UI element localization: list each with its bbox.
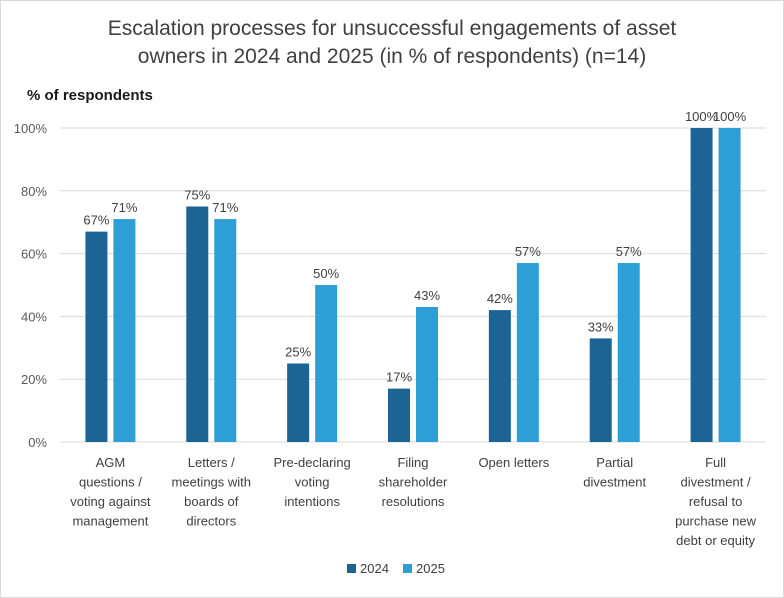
data-label: 71% bbox=[212, 200, 238, 215]
bar-2025 bbox=[214, 219, 237, 442]
legend-label: 2025 bbox=[416, 561, 445, 576]
bar-2025 bbox=[617, 263, 640, 442]
data-label: 67% bbox=[83, 213, 109, 228]
bar-2025 bbox=[416, 306, 438, 442]
bar-2025 bbox=[516, 263, 539, 442]
data-label: 75% bbox=[184, 188, 210, 203]
data-label: 17% bbox=[386, 370, 412, 385]
y-axis-label: % of respondents bbox=[27, 87, 153, 104]
y-tick-label: 40% bbox=[21, 309, 47, 324]
data-label: 100% bbox=[713, 109, 747, 124]
data-label: 57% bbox=[616, 244, 642, 259]
category-label: AGM questions / voting against management bbox=[70, 455, 151, 529]
category-label: Open letters bbox=[478, 455, 549, 470]
legend-swatch-2025 bbox=[403, 564, 412, 573]
bar-2024 bbox=[488, 310, 511, 442]
category-label: Pre-declaring voting intentions bbox=[273, 455, 350, 509]
data-label: 43% bbox=[414, 288, 440, 303]
bar-2024 bbox=[690, 128, 713, 442]
data-label: 25% bbox=[285, 345, 311, 360]
bar-2025 bbox=[315, 285, 338, 442]
category-label: Letters / meetings with boards of directors bbox=[172, 455, 251, 529]
chart-title: Escalation processes for unsuccessful en… bbox=[40, 15, 744, 71]
legend-swatch-2024 bbox=[347, 564, 356, 573]
data-label: 57% bbox=[515, 244, 541, 259]
chart-title-line-2: owners in 2024 and 2025 (in % of respond… bbox=[137, 45, 647, 68]
data-label: 42% bbox=[487, 291, 513, 306]
y-tick-label: 80% bbox=[21, 184, 47, 199]
category-label: Full divestment / refusal to purchase new de… bbox=[675, 455, 757, 548]
bar-2025 bbox=[113, 219, 136, 442]
bar-2024 bbox=[85, 231, 108, 442]
bar-2024 bbox=[388, 388, 410, 442]
data-label: 71% bbox=[111, 200, 137, 215]
data-label: 33% bbox=[588, 319, 614, 334]
bar-2025 bbox=[718, 128, 741, 442]
bar-2024 bbox=[287, 363, 310, 442]
y-tick-label: 20% bbox=[21, 372, 47, 387]
data-label: 100% bbox=[685, 109, 719, 124]
chart-title-line-1: Escalation processes for unsuccessful en… bbox=[107, 17, 677, 40]
y-tick-label: 100% bbox=[14, 121, 48, 136]
bar-2024 bbox=[589, 338, 612, 442]
category-label: Filing shareholder resolutions bbox=[379, 455, 448, 509]
legend-label: 2024 bbox=[360, 561, 389, 576]
bar-2024 bbox=[186, 206, 209, 442]
data-label: 50% bbox=[313, 266, 339, 281]
y-tick-label: 0% bbox=[28, 435, 47, 450]
y-tick-label: 60% bbox=[21, 247, 47, 262]
category-label: Partial divestment bbox=[583, 455, 646, 490]
